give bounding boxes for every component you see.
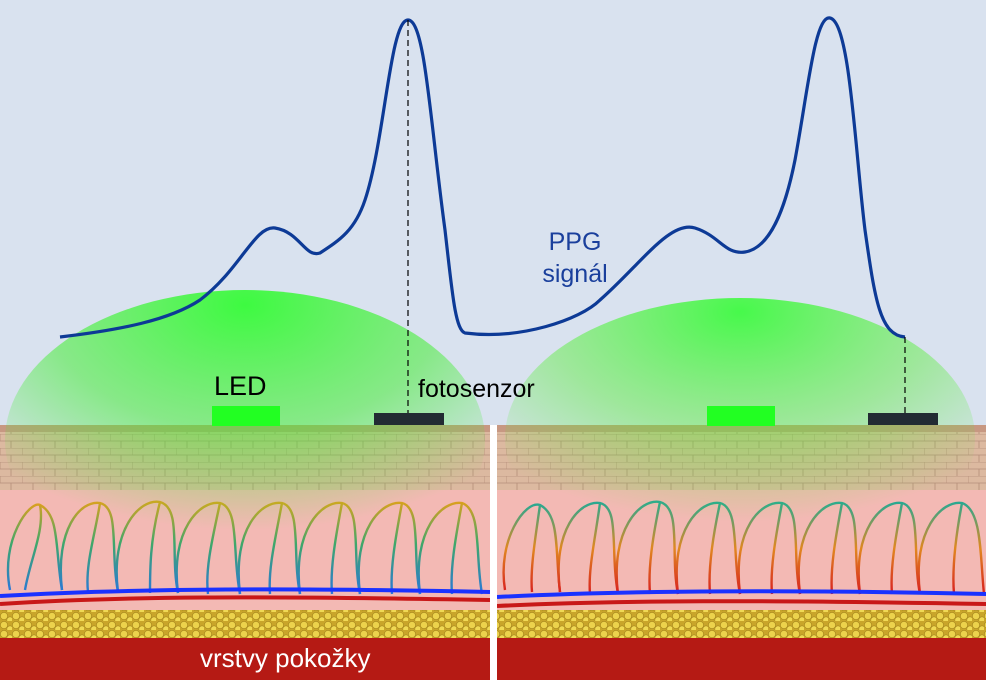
led-light-glow-right [505, 298, 975, 578]
skin-panel-right [496, 298, 986, 680]
led-emitter-right [707, 406, 775, 426]
ppg-label-line1: PPG [548, 228, 602, 256]
photosensor-label: fotosenzor [418, 375, 535, 403]
photosensor [374, 413, 444, 425]
panel-divider [490, 425, 497, 680]
skin-panel-left [0, 290, 491, 680]
subcutaneous-fat-layer [0, 610, 490, 640]
photosensor-right [868, 413, 938, 425]
muscle-layer [0, 638, 490, 680]
led-label: LED [214, 371, 267, 401]
led-emitter [212, 406, 280, 426]
skin-layers-label: vrstvy pokožky [200, 643, 371, 673]
led-light-glow [5, 290, 485, 590]
ppg-label-line2: signál [542, 260, 608, 288]
ppg-signal-label: PPG signál [520, 226, 630, 290]
ppg-signal-curve [59, 16, 906, 339]
artery-vessel [0, 595, 491, 606]
